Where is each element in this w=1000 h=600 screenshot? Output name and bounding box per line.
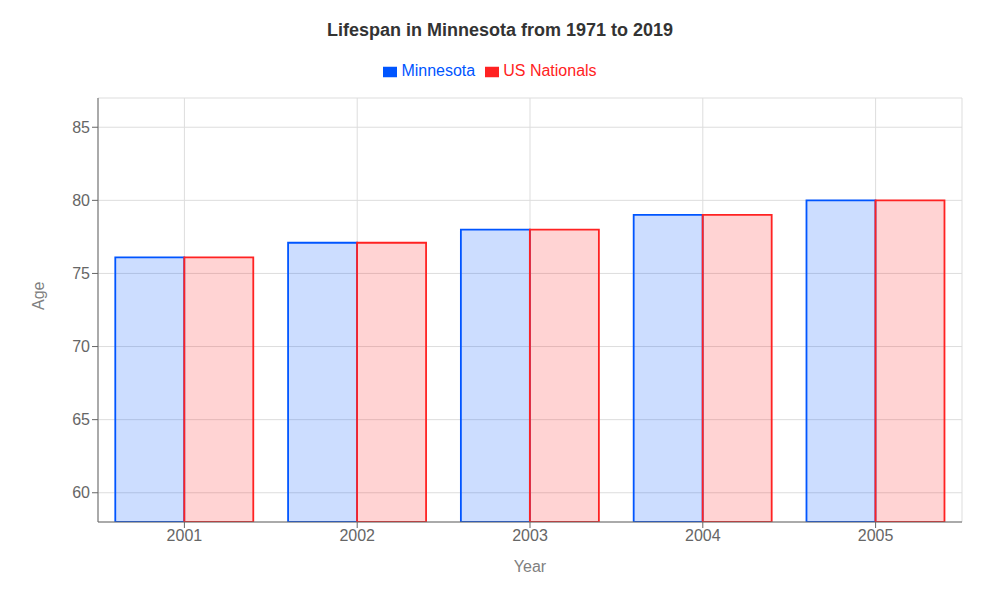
svg-text:85: 85 <box>72 119 90 136</box>
svg-text:65: 65 <box>72 411 90 428</box>
svg-text:Age: Age <box>30 281 47 310</box>
html-text:Minnesota: Minnesota <box>401 62 476 79</box>
svg-text:2001: 2001 <box>167 527 203 544</box>
svg-text:60: 60 <box>72 484 90 501</box>
svg-text:80: 80 <box>72 192 90 209</box>
svg-text:2004: 2004 <box>685 527 721 544</box>
html-text:Lifespan in Minnesota from 197: Lifespan in Minnesota from 1971 to 2019 <box>326 20 673 40</box>
html-text:US Nationals: US Nationals <box>503 62 597 79</box>
svg-text:2002: 2002 <box>339 527 375 544</box>
svg-text:2005: 2005 <box>858 527 894 544</box>
svg-text:2003: 2003 <box>512 527 548 544</box>
svg-text:70: 70 <box>72 338 90 355</box>
svg-text:75: 75 <box>72 265 90 282</box>
svg-text:Year: Year <box>514 558 547 575</box>
